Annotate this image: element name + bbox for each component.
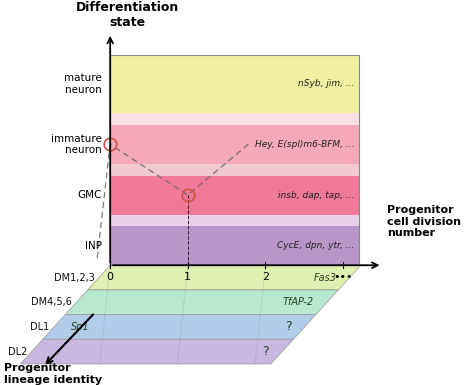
Text: nSyb, jim, ...: nSyb, jim, ... <box>298 79 354 89</box>
Text: ?: ? <box>263 345 269 358</box>
Text: CycE, dpn, ytr, ...: CycE, dpn, ytr, ... <box>277 241 354 250</box>
Polygon shape <box>43 315 316 339</box>
Text: INP: INP <box>85 241 102 251</box>
Bar <box>110 55 358 113</box>
Bar <box>110 55 358 265</box>
Bar <box>110 176 358 214</box>
Bar <box>110 164 358 176</box>
Text: 1: 1 <box>184 273 191 283</box>
Polygon shape <box>65 290 338 315</box>
Text: DM1,2,3: DM1,2,3 <box>54 273 95 283</box>
Text: TfAP-2: TfAP-2 <box>283 297 314 307</box>
Polygon shape <box>20 339 293 364</box>
Bar <box>110 214 358 226</box>
Text: Hey, E(spl)m6-BFM, ...: Hey, E(spl)m6-BFM, ... <box>255 140 354 149</box>
Polygon shape <box>88 265 361 290</box>
Text: 2: 2 <box>262 273 269 283</box>
Text: 0: 0 <box>107 273 114 283</box>
Text: DM4,5,6: DM4,5,6 <box>31 297 72 307</box>
Text: Fas3: Fas3 <box>314 273 336 283</box>
Text: DL2: DL2 <box>8 346 27 357</box>
Text: ?: ? <box>285 320 292 333</box>
Text: Differentiation
state: Differentiation state <box>76 1 179 29</box>
Text: GMC: GMC <box>77 190 102 200</box>
Bar <box>110 125 358 164</box>
Text: immature
neuron: immature neuron <box>51 134 102 155</box>
Bar <box>110 113 358 125</box>
Text: •••: ••• <box>333 273 353 283</box>
Text: Progenitor
cell division
number: Progenitor cell division number <box>387 205 461 238</box>
Text: Progenitor
lineage identity: Progenitor lineage identity <box>4 363 102 385</box>
Text: Sp1: Sp1 <box>71 322 89 332</box>
Text: mature
neuron: mature neuron <box>64 73 102 95</box>
Text: insb, dap, tap, ...: insb, dap, tap, ... <box>278 191 354 199</box>
Text: DL1: DL1 <box>30 322 50 332</box>
Bar <box>110 226 358 265</box>
